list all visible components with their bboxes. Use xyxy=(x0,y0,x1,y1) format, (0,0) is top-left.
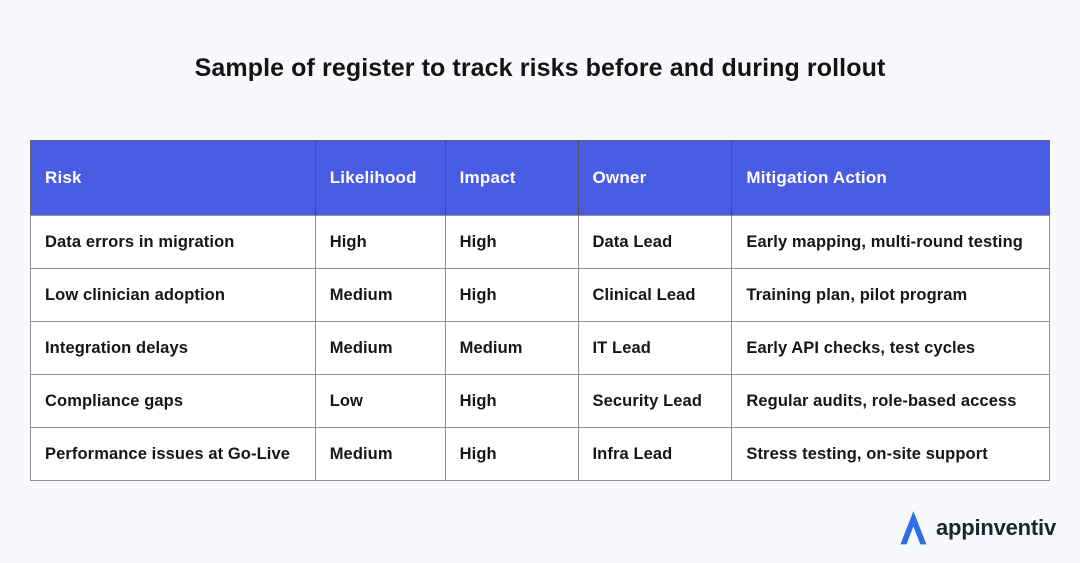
table-cell: Medium xyxy=(444,321,579,375)
table-cell: Clinical Lead xyxy=(577,268,733,322)
table-cell: Low clinician adoption xyxy=(30,268,316,322)
column-header: Owner xyxy=(577,140,732,216)
table-cell: Training plan, pilot program xyxy=(731,268,1050,322)
table-cell: Regular audits, role-based access xyxy=(731,374,1050,428)
table-cell: High xyxy=(444,374,579,428)
table-cell: IT Lead xyxy=(577,321,733,375)
table-cell: Security Lead xyxy=(577,374,733,428)
table-cell: Early API checks, test cycles xyxy=(731,321,1050,375)
column-header: Mitigation Action xyxy=(731,140,1050,216)
table-body: Data errors in migration High High Data Lea… xyxy=(30,215,1050,481)
table-row: Integration delays Medium Medium IT Lead Ear… xyxy=(30,321,1050,375)
table-cell: Performance issues at Go-Live xyxy=(30,427,316,481)
column-header: Likelihood xyxy=(314,140,446,216)
appinventiv-logo-text: appinventiv xyxy=(935,515,1056,540)
column-header: Risk xyxy=(30,140,316,216)
table-cell: High xyxy=(444,427,579,481)
table-row: Low clinician adoption Medium High Clinical… xyxy=(30,268,1050,322)
table-row: Compliance gaps Low High Security Lead Regul… xyxy=(30,374,1050,428)
table-cell: Medium xyxy=(314,268,446,322)
table-cell: High xyxy=(314,215,446,269)
header-row: Risk Likelihood Impact Owner Mitigation Acti… xyxy=(30,140,1050,216)
table-cell: Infra Lead xyxy=(577,427,733,481)
table-row: Data errors in migration High High Data Lea… xyxy=(30,215,1050,269)
table-cell: Integration delays xyxy=(30,321,316,375)
appinventiv-a-icon xyxy=(900,511,927,545)
table-cell: Early mapping, multi-round testing xyxy=(731,215,1050,269)
risk-register-table: Risk Likelihood Impact Owner Mitigation Acti… xyxy=(30,140,1050,481)
table-cell: High xyxy=(444,268,579,322)
table-cell: Medium xyxy=(314,427,446,481)
appinventiv-logo: appinventiv xyxy=(898,510,1056,546)
table-cell: Medium xyxy=(314,321,446,375)
table-cell: Data errors in migration xyxy=(30,215,316,269)
table-cell: Compliance gaps xyxy=(30,374,316,428)
table-cell: Stress testing, on-site support xyxy=(731,427,1050,481)
table-cell: High xyxy=(444,215,579,269)
table-cell: Data Lead xyxy=(577,215,733,269)
table-cell: Low xyxy=(314,374,446,428)
table-header: Risk Likelihood Impact Owner Mitigation Acti… xyxy=(30,140,1050,216)
page-title: Sample of register to track risks before… xyxy=(194,54,886,82)
table-row: Performance issues at Go-Live Medium High I… xyxy=(30,427,1050,481)
column-header: Impact xyxy=(444,140,578,216)
